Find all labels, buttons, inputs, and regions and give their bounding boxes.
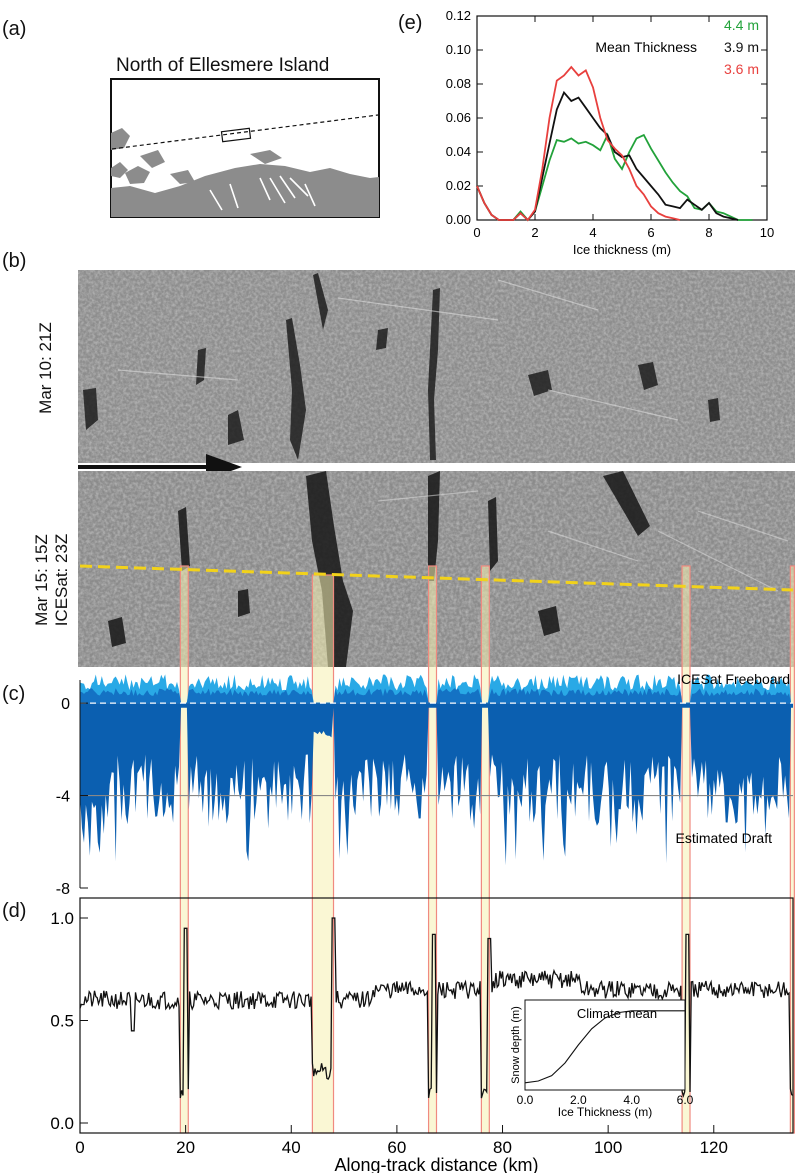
x-tick-label: 0 xyxy=(473,225,480,240)
x-axis-label: Ice thickness (m) xyxy=(573,242,671,257)
x-tick-label: 8 xyxy=(705,225,712,240)
freeboard-inner-area xyxy=(80,688,793,704)
d-x-tick-label: 80 xyxy=(493,1138,512,1157)
freeboard-label: ICESat Freeboard xyxy=(677,671,790,687)
y-tick-label: 0.08 xyxy=(446,76,471,91)
y-tick-label: 0.06 xyxy=(446,110,471,125)
series-line-2 xyxy=(476,65,681,222)
x-tick-label: 4 xyxy=(589,225,596,240)
c-y-tick-label: 0 xyxy=(61,696,70,713)
x-tick-label: 6 xyxy=(647,225,654,240)
d-y-tick-label: 1.0 xyxy=(50,909,74,928)
y-tick-label: 0.00 xyxy=(446,212,471,227)
d-y-tick-label: 0.0 xyxy=(50,1114,74,1133)
legend-title: Mean Thickness xyxy=(595,39,697,55)
d-y-tick-label: 0.5 xyxy=(50,1012,74,1031)
d-x-tick-label: 0 xyxy=(75,1138,84,1157)
lead-highlight-3 xyxy=(480,565,490,1134)
panel-label-c: (c) xyxy=(2,683,26,705)
y-tick-label: 0.12 xyxy=(446,8,471,23)
y-tick-label: 0.02 xyxy=(446,178,471,193)
legend-entry-0: 4.4 m xyxy=(724,17,759,33)
inset-x-tick-label: 6.0 xyxy=(677,1093,694,1107)
d-x-tick-label: 100 xyxy=(594,1138,622,1157)
panel-label-e: (e) xyxy=(398,12,423,34)
c-y-tick-label: -8 xyxy=(56,881,70,898)
snow-ratio-line xyxy=(79,917,794,1099)
draft-label: Estimated Draft xyxy=(676,830,773,846)
d-x-tick-label: 20 xyxy=(176,1138,195,1157)
d-x-tick-label: 60 xyxy=(387,1138,406,1157)
d-plot-frame xyxy=(79,897,794,1134)
thickness-histogram-chart: 0.00 0.02 0.04 0.06 0.08 0.10 0.12 0 2 4 6 8 10 Ice t… xyxy=(446,8,775,257)
lead-highlight-1 xyxy=(311,574,335,1134)
panel-label-d: (d) xyxy=(2,900,27,922)
ellesmere-map xyxy=(110,78,380,218)
x-tick-label: 2 xyxy=(531,225,538,240)
draft-area xyxy=(80,703,793,866)
lead-highlight-2 xyxy=(427,565,438,1134)
satellite-image-mar10 xyxy=(78,270,795,463)
d-x-tick-label: 120 xyxy=(700,1138,728,1157)
icesat-track-line xyxy=(79,564,794,592)
inset-x-tick-label: 2.0 xyxy=(570,1093,587,1107)
c-y-tick-label: -4 xyxy=(56,789,70,806)
legend-entry-1: 3.9 m xyxy=(724,39,759,55)
inset-x-tick-label: 0.0 xyxy=(517,1093,534,1107)
lead-highlight-5 xyxy=(789,565,795,1134)
panel-label-a: (a) xyxy=(2,18,27,40)
legend-entry-2: 3.6 m xyxy=(724,61,759,77)
inset-curve xyxy=(524,1010,685,1084)
x-tick-label: 10 xyxy=(760,225,774,240)
inset-y-axis-label: Snow depth (m) xyxy=(510,1006,522,1084)
y-tick-label: 0.10 xyxy=(446,42,471,57)
lead-highlight-0 xyxy=(179,565,189,1134)
panel-label-b: (b) xyxy=(2,250,27,272)
imagery-divider xyxy=(78,463,795,471)
d-x-tick-label: 40 xyxy=(282,1138,301,1157)
inset-x-tick-label: 4.0 xyxy=(623,1093,640,1107)
d-x-axis-label: Along-track distance (km) xyxy=(334,1155,538,1173)
inset-x-axis-label: Ice Thickness (m) xyxy=(558,1105,652,1119)
map-title: North of Ellesmere Island xyxy=(116,55,330,76)
y-tick-label: 0.04 xyxy=(446,144,471,159)
